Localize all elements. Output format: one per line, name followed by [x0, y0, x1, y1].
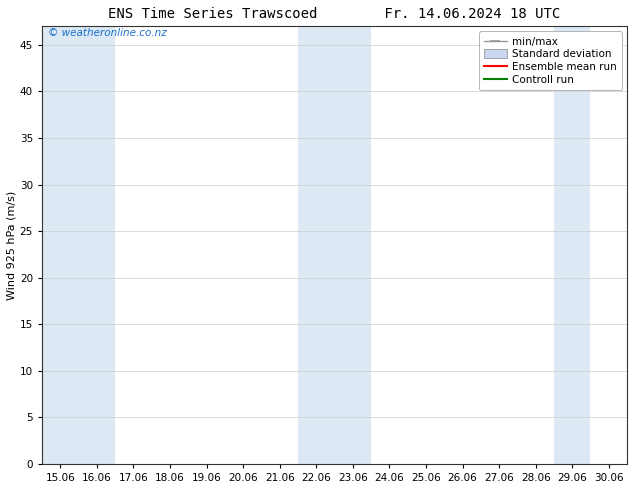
- Legend: min/max, Standard deviation, Ensemble mean run, Controll run: min/max, Standard deviation, Ensemble me…: [479, 31, 622, 90]
- Y-axis label: Wind 925 hPa (m/s): Wind 925 hPa (m/s): [7, 191, 17, 300]
- Bar: [42, 26, 115, 464]
- Text: © weatheronline.co.nz: © weatheronline.co.nz: [48, 28, 167, 39]
- Title: ENS Time Series Trawscoed        Fr. 14.06.2024 18 UTC: ENS Time Series Trawscoed Fr. 14.06.2024…: [108, 7, 560, 21]
- Bar: [298, 26, 371, 464]
- Bar: [554, 26, 590, 464]
